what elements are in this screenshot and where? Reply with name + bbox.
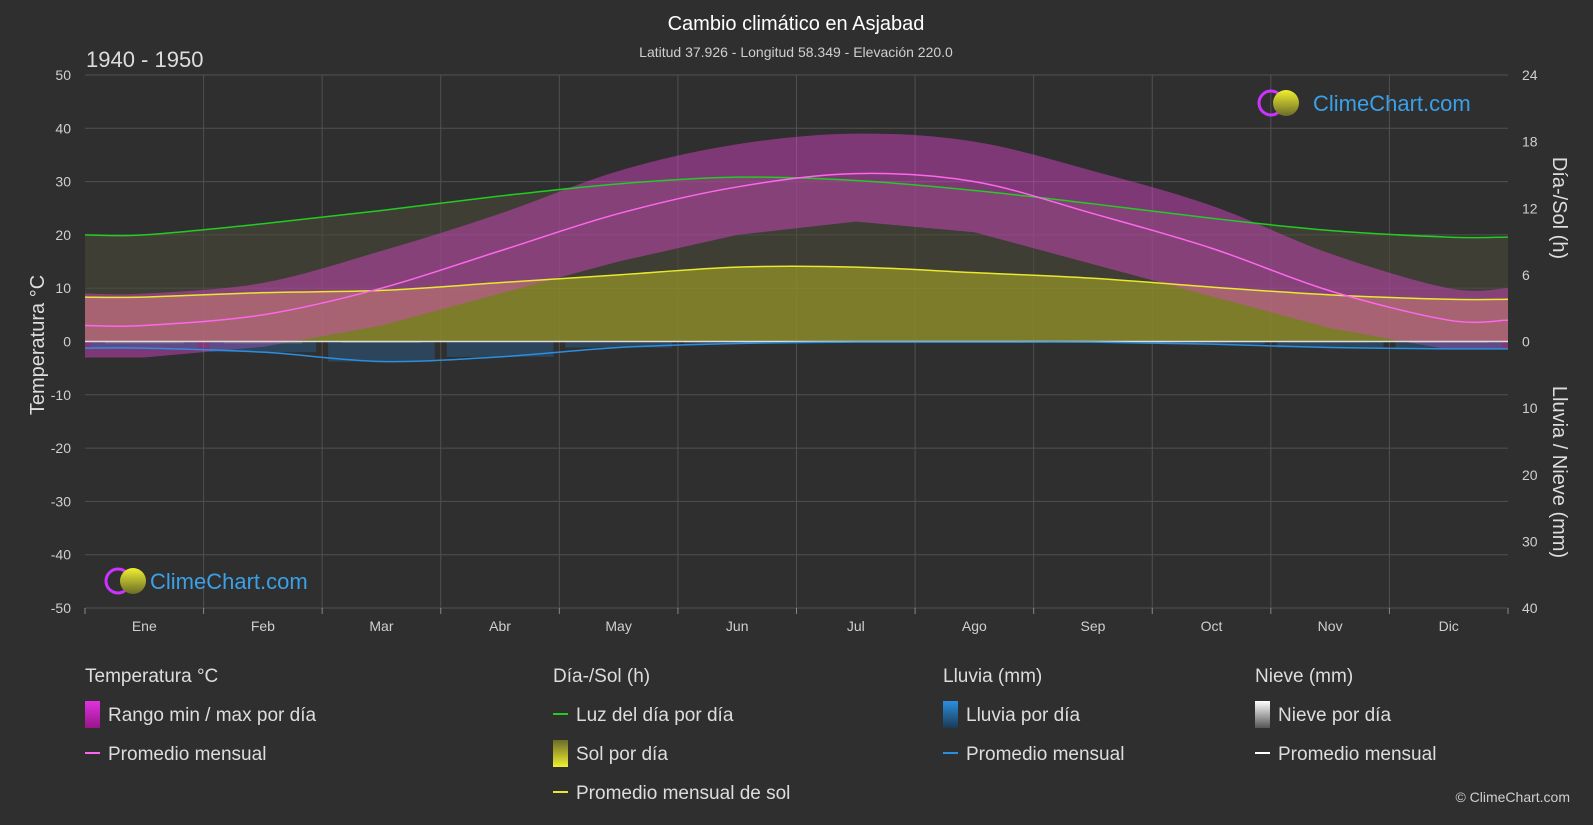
- sunshine-area: [85, 266, 1508, 342]
- x-tick-label: Ene: [132, 618, 157, 634]
- legend-temp-title: Temperatura °C: [85, 666, 218, 687]
- y-right-bottom-tick-label: 30: [1522, 533, 1538, 549]
- y-right-bottom-axis-label: Lluvia / Nieve (mm): [1548, 386, 1570, 558]
- y-left-tick-label: -30: [51, 493, 71, 509]
- period-label: 1940 - 1950: [86, 47, 203, 72]
- legend-sun-title: Día-/Sol (h): [553, 666, 650, 687]
- legend-sun-swatch: [553, 740, 568, 767]
- y-right-top-tick-label: 0: [1522, 334, 1530, 350]
- legend: Temperatura °C Rango min / max por día P…: [85, 666, 1436, 804]
- x-tick-label: Ago: [962, 618, 987, 634]
- rain-bar: [1158, 341, 1265, 345]
- x-tick-label: Abr: [489, 618, 511, 634]
- y-right-top-tick-label: 18: [1522, 134, 1538, 150]
- legend-daylight-label: Luz del día por día: [576, 705, 734, 726]
- y-left-tick-label: 0: [63, 334, 71, 350]
- rain-bar: [209, 341, 317, 353]
- y-right-top-tick-label: 12: [1522, 200, 1538, 216]
- y-left-axis-label: Temperatura °C: [27, 275, 49, 415]
- legend-rain-avg-label: Promedio mensual: [966, 744, 1124, 765]
- rain-bar: [1276, 341, 1384, 348]
- y-right-top-axis-label: Día-/Sol (h): [1548, 157, 1570, 259]
- y-right-top-tick-label: 24: [1522, 67, 1538, 83]
- legend-snow-label: Nieve por día: [1278, 705, 1391, 726]
- rain-bar: [91, 341, 198, 349]
- legend-snow-title: Nieve (mm): [1255, 666, 1353, 687]
- rain-avg-line: [84, 341, 1509, 363]
- logo-bottom[interactable]: ClimeChart.com: [104, 567, 308, 595]
- daylight-band: [85, 177, 1508, 300]
- snow-bar: [105, 341, 184, 344]
- rain-bar: [446, 341, 554, 357]
- legend-temp-range-label: Rango min / max por día: [108, 705, 316, 726]
- x-tick-label: Nov: [1318, 618, 1343, 634]
- legend-sun-label: Sol por día: [576, 744, 668, 765]
- rain-bar: [683, 341, 791, 344]
- rain-bar: [1395, 341, 1502, 349]
- legend-rain-title: Lluvia (mm): [943, 666, 1042, 687]
- x-tick-label: Jul: [847, 618, 865, 634]
- legend-temp-avg-label: Promedio mensual: [108, 744, 266, 765]
- copyright: © ClimeChart.com: [1455, 789, 1570, 805]
- legend-rain-swatch: [943, 701, 958, 728]
- y-left-tick-label: 10: [55, 280, 71, 296]
- chart-subtitle: Latitud 37.926 - Longitud 58.349 - Eleva…: [639, 44, 953, 60]
- y-left-tick-label: -40: [51, 547, 71, 563]
- rain-bar: [565, 341, 672, 348]
- logo-text: ClimeChart.com: [1313, 91, 1471, 116]
- legend-temp-range-swatch: [85, 701, 100, 728]
- legend-snow-avg-label: Promedio mensual: [1278, 744, 1436, 765]
- temperature-range-band: [85, 133, 1508, 358]
- chart-title: Cambio climático en Asjabad: [668, 13, 925, 35]
- y-left-tick-label: 40: [55, 120, 71, 136]
- y-right-top-tick-label: 6: [1522, 267, 1530, 283]
- y-left-tick-label: 30: [55, 174, 71, 190]
- x-tick-label: Dic: [1439, 618, 1459, 634]
- rain-bar: [328, 341, 435, 362]
- x-tick-label: May: [605, 618, 631, 634]
- x-tick-label: Oct: [1201, 618, 1223, 634]
- axes: 50 40 30 20 10 0 -10 -20 -30 -40 -50 24 18 12 6 0 10 20 30…: [51, 67, 1538, 634]
- y-left-tick-label: -10: [51, 387, 71, 403]
- legend-sun-avg-label: Promedio mensual de sol: [576, 783, 790, 804]
- y-right-bottom-tick-label: 40: [1522, 600, 1538, 616]
- y-right-bottom-tick-label: 20: [1522, 467, 1538, 483]
- x-tick-label: Sep: [1080, 618, 1105, 634]
- logo-top[interactable]: ClimeChart.com: [1257, 89, 1471, 117]
- x-tick-label: Feb: [251, 618, 275, 634]
- y-left-tick-label: -20: [51, 440, 71, 456]
- x-tick-label: Jun: [726, 618, 749, 634]
- y-left-tick-label: 20: [55, 227, 71, 243]
- y-right-bottom-tick-label: 10: [1522, 400, 1538, 416]
- logo-sun-icon: [1273, 90, 1299, 116]
- temperature-avg-line: [84, 172, 1509, 328]
- y-left-tick-label: 50: [55, 67, 71, 83]
- logo-text: ClimeChart.com: [150, 569, 308, 594]
- plot-area: [84, 133, 1509, 363]
- legend-rain-label: Lluvia por día: [966, 705, 1081, 726]
- sunshine-avg-line: [84, 265, 1509, 301]
- y-left-tick-label: -50: [51, 600, 71, 616]
- legend-snow-swatch: [1255, 701, 1270, 728]
- x-tick-label: Mar: [369, 618, 393, 634]
- snow-bar: [223, 341, 303, 344]
- logo-sun-icon: [120, 568, 146, 594]
